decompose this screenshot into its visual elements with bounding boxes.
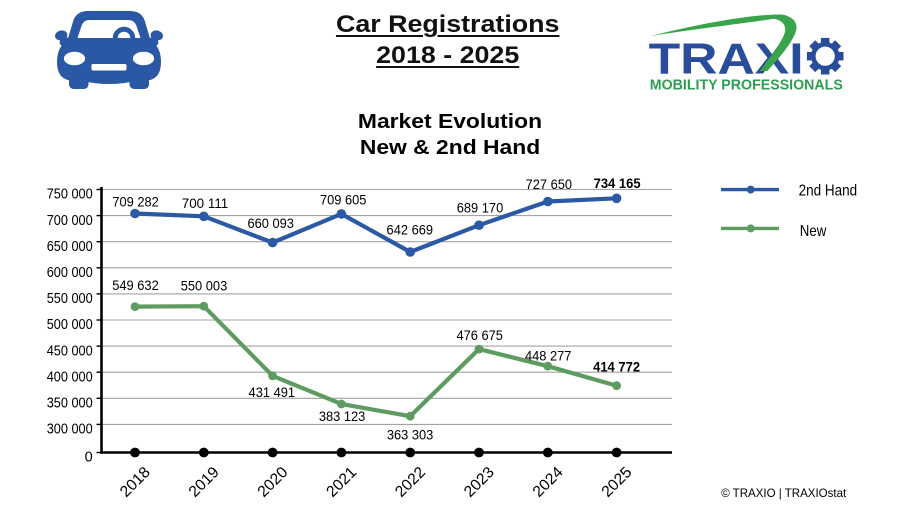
svg-text:700 111: 700 111 xyxy=(182,196,229,212)
svg-text:700 000: 700 000 xyxy=(47,213,93,229)
svg-text:549 632: 549 632 xyxy=(112,278,159,294)
svg-text:709 282: 709 282 xyxy=(112,195,159,211)
svg-text:350 000: 350 000 xyxy=(47,396,93,412)
svg-text:400 000: 400 000 xyxy=(47,369,93,385)
svg-text:363 303: 363 303 xyxy=(387,428,434,444)
svg-text:2024: 2024 xyxy=(530,464,567,501)
svg-text:550 000: 550 000 xyxy=(47,291,93,307)
svg-text:383 123: 383 123 xyxy=(319,409,366,425)
svg-text:© TRAXIO | TRAXIOstat: © TRAXIO | TRAXIOstat xyxy=(721,486,847,500)
svg-text:660 093: 660 093 xyxy=(247,216,294,232)
svg-text:2nd Hand: 2nd Hand xyxy=(799,182,858,199)
svg-text:448 277: 448 277 xyxy=(525,349,572,365)
svg-text:689 170: 689 170 xyxy=(457,201,504,217)
svg-text:476 675: 476 675 xyxy=(456,328,503,344)
svg-text:2021: 2021 xyxy=(323,464,360,501)
svg-text:2020: 2020 xyxy=(255,464,292,501)
svg-text:642 669: 642 669 xyxy=(387,223,434,239)
svg-text:600 000: 600 000 xyxy=(47,265,93,281)
svg-text:550 003: 550 003 xyxy=(181,279,228,295)
svg-text:2019: 2019 xyxy=(186,464,223,501)
svg-text:709 605: 709 605 xyxy=(320,193,367,209)
svg-text:650 000: 650 000 xyxy=(47,239,93,255)
svg-text:734 165: 734 165 xyxy=(594,176,641,192)
svg-text:New: New xyxy=(800,223,827,240)
svg-text:2022: 2022 xyxy=(392,464,429,501)
svg-text:300 000: 300 000 xyxy=(47,422,93,438)
svg-text:431 491: 431 491 xyxy=(249,385,296,401)
svg-text:727 650: 727 650 xyxy=(526,177,573,193)
svg-text:2025: 2025 xyxy=(599,464,636,501)
svg-text:MOBILITY PROFESSIONALS: MOBILITY PROFESSIONALS xyxy=(650,77,843,93)
svg-text:2023: 2023 xyxy=(461,464,498,501)
svg-text:2018: 2018 xyxy=(117,464,154,501)
svg-text:414 772: 414 772 xyxy=(593,360,640,376)
svg-text:450 000: 450 000 xyxy=(47,343,93,359)
svg-text:0: 0 xyxy=(85,449,93,465)
svg-text:750 000: 750 000 xyxy=(47,187,93,203)
svg-text:500 000: 500 000 xyxy=(47,317,93,333)
